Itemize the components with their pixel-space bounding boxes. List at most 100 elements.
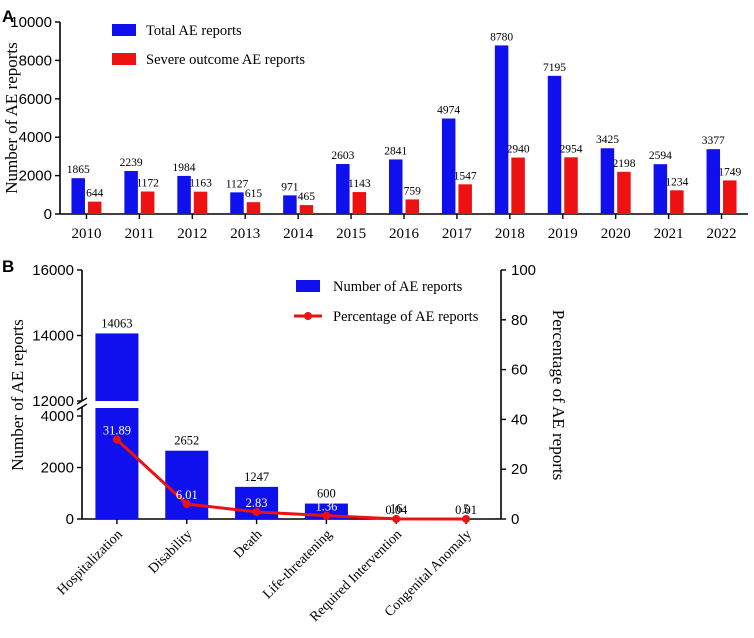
panel-a-label-severe: 1547 [454,170,477,182]
panel-a-x-tick-label: 2012 [177,226,207,242]
panel-a-label-total: 1127 [226,178,249,190]
panel-b-percentage-line [115,438,467,521]
panel-a-bar-total [653,164,668,214]
panel-b-bar-value-label: 2652 [174,434,199,448]
panel-a-bar-severe [670,190,684,214]
panel-a-label-severe: 1143 [348,178,371,190]
panel-a-y-tick-label: 4000 [19,129,52,146]
panel-a-y-label: Number of AE reports [2,42,21,194]
panel-b-x-tick-label: Hospitalization [55,527,126,598]
panel-a-x-tick-label: 2013 [230,226,260,242]
panel-b-bar-value-label: 1247 [244,470,269,484]
panel-a-x-tick-label: 2016 [389,226,420,242]
panel-a-bar-total [547,75,562,214]
panel-b-y2-tick-label: 0 [511,511,519,528]
panel-b-x-tick-label: Life-threatening [260,527,335,602]
panel-a-label-severe: 465 [298,191,316,203]
panel-a-bar-severe [564,157,578,214]
panel-b-bar-value-label: 16 [390,502,403,516]
panel-a-label-total: 1865 [67,164,90,176]
panel-b-bar-value-label: 14063 [101,316,132,330]
panel-a-x-tick-label: 2015 [336,226,366,242]
panel-a-y-tick-label: 2000 [19,168,52,185]
panel-a-label-severe: 615 [245,188,263,200]
panel-a-bar-severe [511,157,525,214]
panel-a-label-severe: 1172 [136,177,159,189]
panel-b-y2-tick-label: 80 [511,312,528,329]
panel-a-bar-severe [299,205,314,214]
panel-b-percentage-label: 0.01 [455,503,477,517]
panel-b-percentage-label: 31.89 [103,424,131,438]
panel-a-bar-severe [458,184,472,214]
panel-a-bar-total [283,195,297,214]
panel-b-y2-tick-label: 60 [511,362,528,379]
panel-b-percentage-label: 1.36 [315,500,337,514]
panel-a-label-total: 971 [281,181,299,193]
panel-a-bar-severe [352,192,367,214]
panel-a-label-severe: 2198 [612,158,635,170]
panel-a-letter: A [2,7,14,26]
panel-a-x-tick-label: 2010 [71,226,101,242]
panel-b-x-tick-label: Disability [146,527,196,577]
panel-a-bar-severe [193,191,208,214]
panel-a-y-tick-label: 8000 [19,52,52,69]
panel-a-bar-total [494,45,509,215]
panel-a-bar-total [600,148,615,214]
panel-a-legend-swatch [112,53,136,65]
panel-b-bar-value-label: 5 [463,502,469,516]
panel-a-y-tick-label: 0 [44,206,52,223]
panel-b-break-mark [76,403,88,411]
panel-a-label-severe: 2954 [560,143,583,155]
panel-b-bar [95,333,139,519]
panel-a-y-tick-label: 6000 [19,91,52,108]
panel-a-label-total: 2594 [649,150,672,162]
panel-a-label-severe: 2940 [507,144,530,156]
panel-b-percentage-point [252,507,261,516]
panel-b-y-label: Number of AE reports [8,319,27,471]
panel-a-legend-swatch [112,24,136,36]
panel-a-bar-severe [617,171,631,214]
panel-b-y-tick-label: 0 [66,511,74,528]
panel-a-bar-total [706,149,721,214]
panel-a-label-total: 3425 [596,134,619,146]
panel-b-bar-value-label: 600 [317,487,336,501]
panel-a-x-tick-label: 2019 [548,226,578,242]
panel-b-percentage-point [322,511,331,520]
panel-a-bar-total [336,164,350,214]
panel-b-y-tick-label: 14000 [32,328,74,345]
panel-b-percentage-point [392,514,401,523]
panel-b-bar-break-gap [94,401,140,408]
panel-b-y-tick-label: 2000 [41,460,74,477]
panel-a-bar-total [441,118,456,214]
panel-a-label-severe: 1163 [189,178,212,190]
panel-a-label-total: 2239 [120,157,143,169]
panel-b-percentage-point [462,514,471,523]
panel-b-percentage-label: 0.04 [385,503,408,517]
panel-b-legend-bar-swatch [296,280,320,292]
panel-b-y-tick-label: 16000 [32,262,74,279]
panel-a-y-tick-label: 10000 [10,14,52,31]
panel-b-y2-label: Percentage of AE reports [549,310,568,480]
panel-a-label-total: 7195 [543,62,566,74]
panel-a-bar-severe [87,201,102,214]
panel-b-percentage-label: 6.01 [176,488,198,502]
panel-a-bar-severe [723,180,737,214]
panel-b-legend-bar-label: Number of AE reports [333,279,463,295]
panel-a-label-severe: 644 [86,188,104,200]
panel-a-label-severe: 759 [404,185,422,197]
panel-a-legend-label: Severe outcome AE reports [146,52,305,68]
panel-a-bar-total [177,175,191,214]
panel-a-x-tick-label: 2011 [125,226,154,242]
panel-a-label-total: 3377 [702,135,725,147]
panel-a-label-total: 2841 [384,145,407,157]
panel-a: A 0 2000 4000 6000 8000 10000 Number of AE repo… [2,7,748,242]
panel-b-y2-tick-label: 20 [511,461,528,478]
panel-a-label-total: 8780 [490,31,513,43]
panel-a-bar-severe [140,191,155,214]
panel-a-bar-total [71,178,85,214]
panel-a-label-total: 2603 [331,150,354,162]
panel-a-label-severe: 1234 [665,176,688,188]
